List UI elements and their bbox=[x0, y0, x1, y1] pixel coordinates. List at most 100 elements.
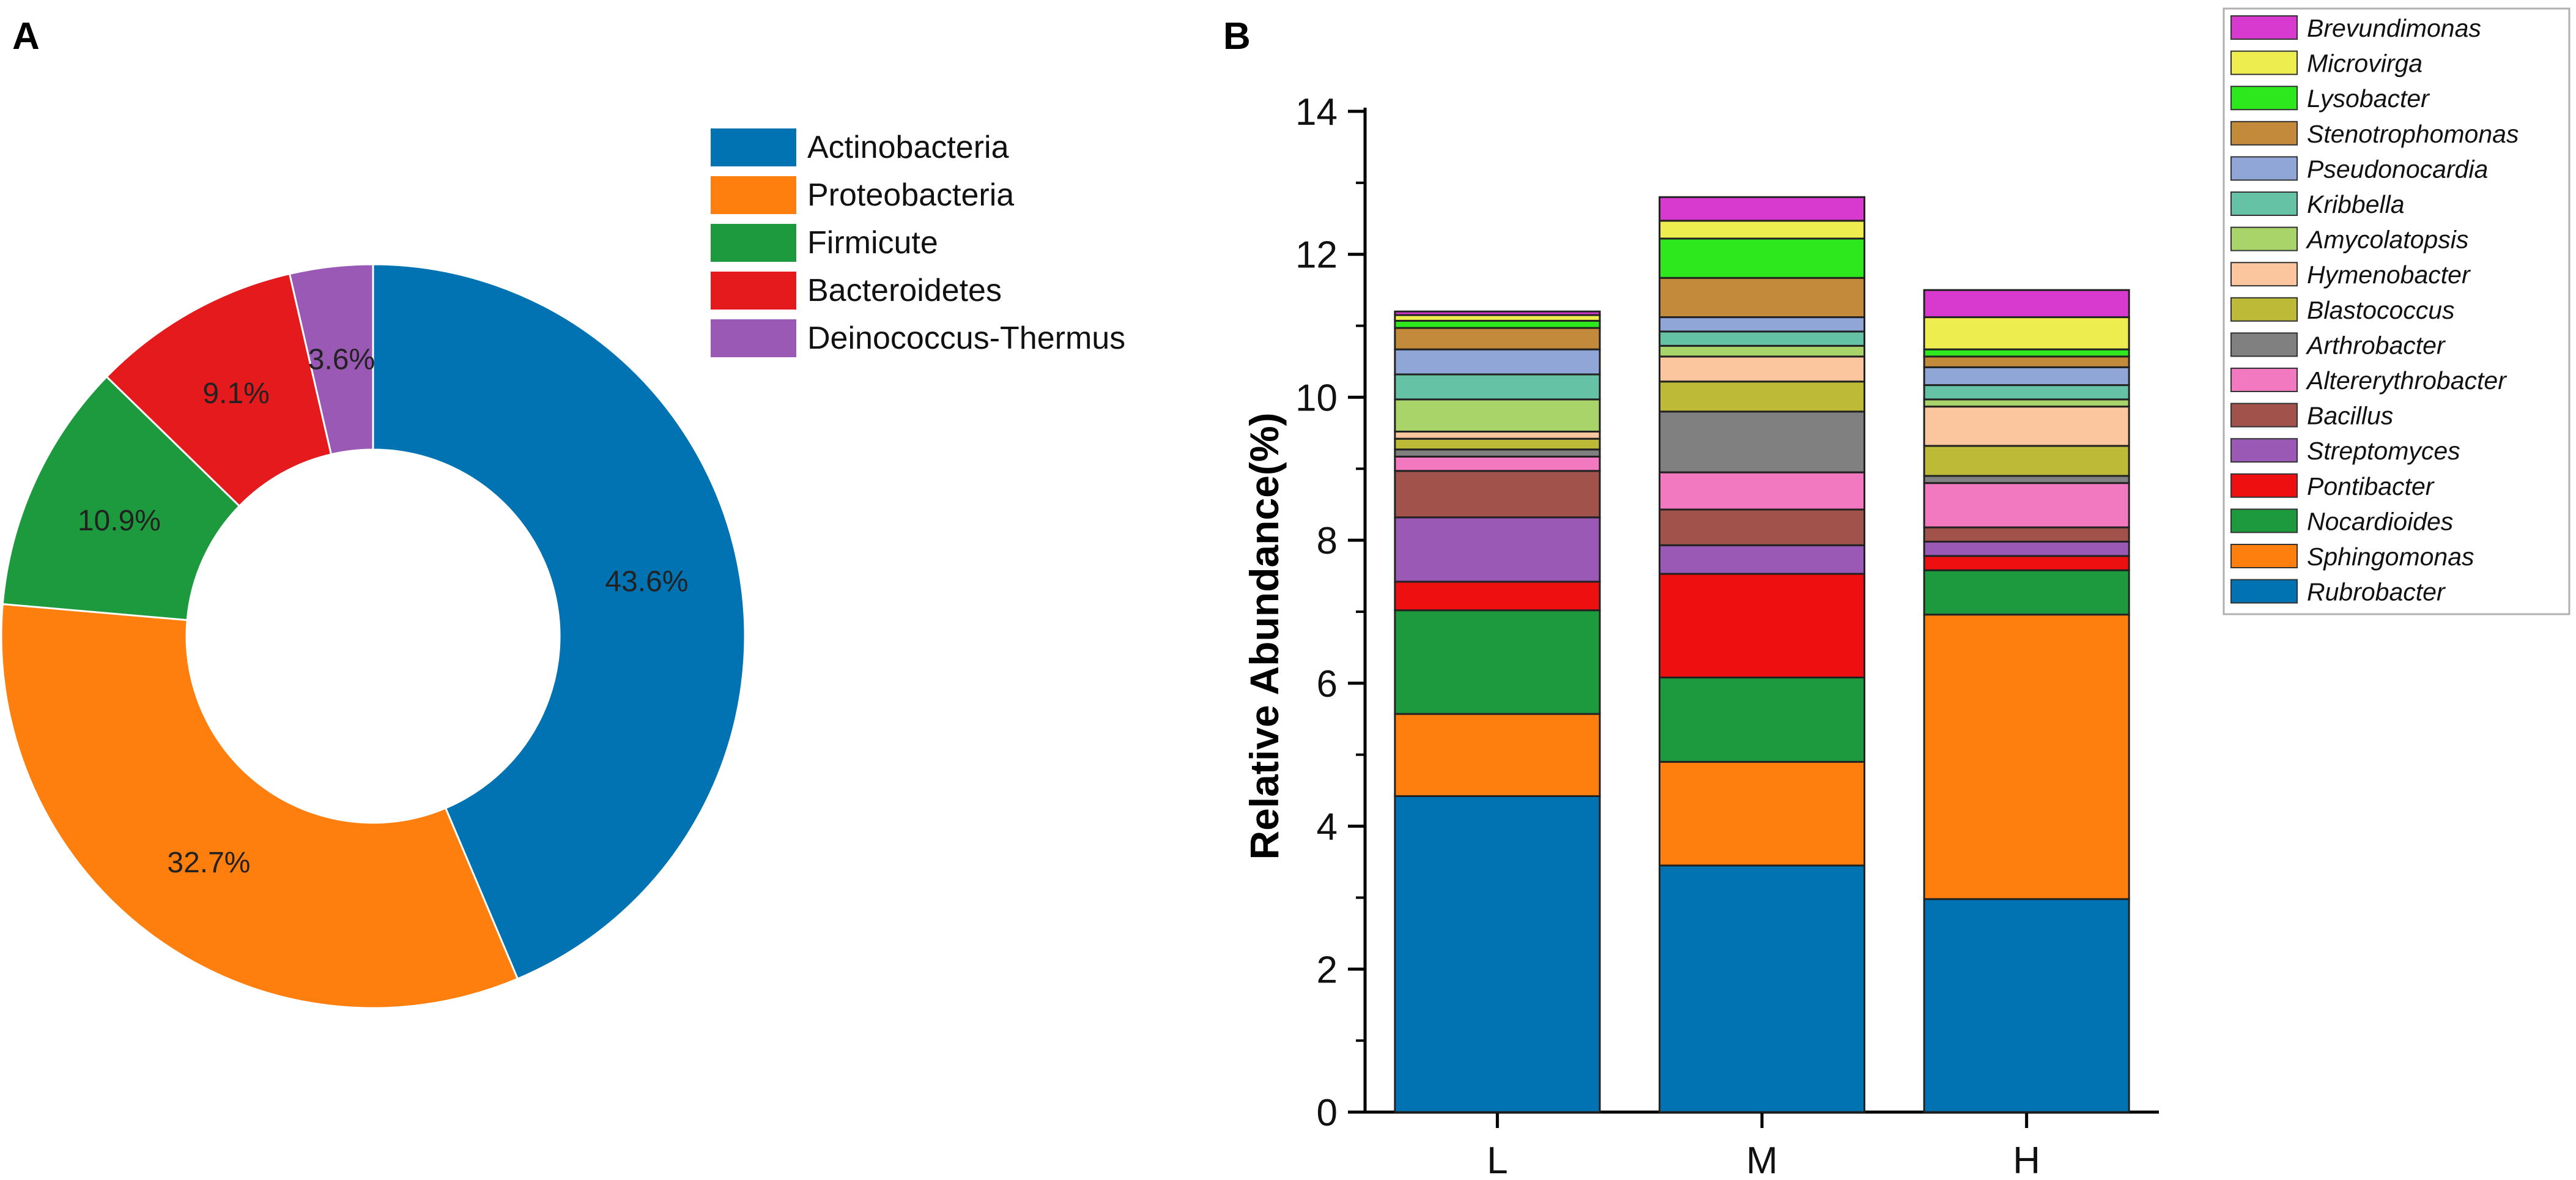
bar-segment-l-streptomyces bbox=[1394, 516, 1601, 583]
legend-label-nocardioides: Nocardioides bbox=[2307, 507, 2453, 535]
legend-swatch-bacillus bbox=[2230, 403, 2298, 428]
legend-swatch-sphingomonas bbox=[2230, 544, 2298, 568]
y-tick-label: 0 bbox=[1317, 1092, 1338, 1134]
donut-legend: Actinobacteria Proteobacteria Firmicute Bac… bbox=[708, 126, 1197, 365]
donut-slice-value-label: 9.1% bbox=[202, 377, 269, 410]
bar-segment-l-altererythrobacter bbox=[1394, 455, 1601, 472]
legend-swatch-altererythrobacter bbox=[2230, 368, 2298, 392]
legend-swatch-nocardioides bbox=[2230, 508, 2298, 533]
legend-label-rubrobacter: Rubrobacter bbox=[2307, 578, 2446, 606]
legend-swatch-pseudonocardia bbox=[2230, 156, 2298, 181]
donut-slice-value-label: 43.6% bbox=[605, 565, 688, 598]
bar-segment-h-streptomyces bbox=[1923, 540, 2130, 557]
bar-segment-m-hymenobacter bbox=[1659, 355, 1865, 383]
donut-slice-deinococcus-thermus bbox=[288, 263, 374, 456]
bar-segment-l-lysobacter bbox=[1394, 319, 1601, 329]
bar-segment-h-hymenobacter bbox=[1923, 406, 2130, 447]
x-tick-label-l: L bbox=[1487, 1140, 1508, 1180]
bar-segment-l-nocardioides bbox=[1394, 609, 1601, 715]
legend-swatch-brevundimonas bbox=[2230, 15, 2298, 40]
legend-swatch-deinococcus-thermus bbox=[711, 319, 796, 357]
legend-swatch-pontibacter bbox=[2230, 473, 2298, 498]
bar-segment-l-rubrobacter bbox=[1394, 795, 1601, 1113]
bar-segment-m-altererythrobacter bbox=[1659, 471, 1865, 511]
bar-segment-l-pontibacter bbox=[1394, 581, 1601, 612]
bar-segment-m-stenotrophomonas bbox=[1659, 276, 1865, 319]
panel-b-label: B bbox=[1223, 15, 1251, 58]
bar-segment-m-brevundimonas bbox=[1659, 196, 1865, 222]
bar-segment-h-rubrobacter bbox=[1923, 898, 2130, 1113]
donut-slice-value-label: 32.7% bbox=[167, 847, 250, 879]
donut-slice-actinobacteria bbox=[372, 263, 746, 981]
legend-label-pontibacter: Pontibacter bbox=[2307, 472, 2435, 500]
panel-a-donut-chart: A 43.6% 32.7% 10.9% 9.1% 3.6% Actinobacteria… bbox=[0, 15, 1197, 1009]
y-tick-label: 8 bbox=[1317, 520, 1338, 562]
y-tick-label: 10 bbox=[1295, 377, 1338, 419]
bar-segment-l-blastococcus bbox=[1394, 437, 1601, 451]
donut-slice-bacteroidetes bbox=[105, 272, 333, 508]
bar-segment-m-sphingomonas bbox=[1659, 760, 1865, 867]
donut-slice-value-label: 3.6% bbox=[308, 343, 375, 376]
legend-swatch-firmicute bbox=[711, 224, 796, 262]
bar-segment-m-blastococcus bbox=[1659, 380, 1865, 413]
x-tick-label-h: H bbox=[2013, 1140, 2040, 1180]
bar-segment-l-stenotrophomonas bbox=[1394, 327, 1601, 351]
bar-segment-l-kribbella bbox=[1394, 373, 1601, 401]
bar-segment-m-kribbella bbox=[1659, 330, 1865, 347]
legend-label-deinococcus-thermus: Deinococcus-Thermus bbox=[807, 321, 1125, 356]
bar-segment-m-arthrobacter bbox=[1659, 410, 1865, 473]
legend-label-proteobacteria: Proteobacteria bbox=[807, 177, 1014, 213]
legend-label-kribbella: Kribbella bbox=[2307, 190, 2405, 218]
bar-segment-l-brevundimonas bbox=[1394, 310, 1601, 316]
legend-swatch-kribbella bbox=[2230, 191, 2298, 216]
donut-slice-value-label: 10.9% bbox=[78, 505, 161, 537]
legend-swatch-rubrobacter bbox=[2230, 579, 2298, 604]
legend-swatch-microvirga bbox=[2230, 50, 2298, 75]
legend-label-sphingomonas: Sphingomonas bbox=[2307, 543, 2474, 571]
bar-segment-h-stenotrophomonas bbox=[1923, 355, 2130, 368]
legend-label-altererythrobacter: Altererythrobacter bbox=[2305, 366, 2508, 395]
legend-label-blastococcus: Blastococcus bbox=[2307, 296, 2455, 324]
bar-segment-h-altererythrobacter bbox=[1923, 482, 2130, 529]
bar-segment-h-pontibacter bbox=[1923, 555, 2130, 571]
legend-label-actinobacteria: Actinobacteria bbox=[807, 130, 1009, 165]
bar-segment-h-arthrobacter bbox=[1923, 475, 2130, 484]
bar-segment-h-kribbella bbox=[1923, 384, 2130, 401]
legend-swatch-hymenobacter bbox=[2230, 262, 2298, 287]
legend-label-bacillus: Bacillus bbox=[2307, 402, 2393, 430]
bar-segment-m-rubrobacter bbox=[1659, 864, 1865, 1113]
legend-label-amycolatopsis: Amycolatopsis bbox=[2305, 226, 2468, 254]
bar-segment-h-microvirga bbox=[1923, 316, 2130, 351]
bar-segment-h-amycolatopsis bbox=[1923, 398, 2130, 408]
legend-swatch-amycolatopsis bbox=[2230, 226, 2298, 251]
donut-slice-labels: 43.6% 32.7% 10.9% 9.1% 3.6% bbox=[78, 343, 689, 879]
bar-segment-h-nocardioides bbox=[1923, 569, 2130, 616]
bar-segments bbox=[1394, 196, 2130, 1113]
bar-segment-l-hymenobacter bbox=[1394, 431, 1601, 440]
bar-segment-l-sphingomonas bbox=[1394, 713, 1601, 797]
legend-label-brevundimonas: Brevundimonas bbox=[2307, 14, 2481, 42]
legend-label-firmicute: Firmicute bbox=[807, 225, 938, 261]
bar-segment-m-pseudonocardia bbox=[1659, 316, 1865, 333]
legend-label-microvirga: Microvirga bbox=[2307, 50, 2422, 78]
bar-segment-h-lysobacter bbox=[1923, 348, 2130, 358]
donut-slice-firmicute bbox=[1, 375, 241, 622]
panel-b-stacked-bar-chart: B 0 2 4 6 8 10 12 14 L M H Relative Abundance(%) B… bbox=[1223, 7, 2570, 1180]
bar-segment-m-lysobacter bbox=[1659, 237, 1865, 279]
bar-segment-h-sphingomonas bbox=[1923, 614, 2130, 900]
legend-swatch-bacteroidetes bbox=[711, 272, 796, 310]
legend-swatch-arthrobacter bbox=[2230, 332, 2298, 357]
bar-legend: Brevundimonas Microvirga Lysobacter Stenotr… bbox=[2223, 7, 2570, 615]
bar-segment-l-bacillus bbox=[1394, 470, 1601, 519]
bar-segment-m-streptomyces bbox=[1659, 544, 1865, 575]
legend-label-pseudonocardia: Pseudonocardia bbox=[2307, 155, 2488, 183]
bar-segment-l-amycolatopsis bbox=[1394, 398, 1601, 433]
bar-segment-h-pseudonocardia bbox=[1923, 366, 2130, 387]
legend-swatch-stenotrophomonas bbox=[2230, 121, 2298, 146]
legend-label-hymenobacter: Hymenobacter bbox=[2307, 261, 2471, 289]
x-tick-label-m: M bbox=[1746, 1140, 1778, 1180]
panel-a-label: A bbox=[12, 15, 40, 58]
y-tick-label: 6 bbox=[1317, 663, 1338, 705]
legend-label-arthrobacter: Arthrobacter bbox=[2305, 331, 2446, 359]
bar-segment-h-blastococcus bbox=[1923, 445, 2130, 477]
